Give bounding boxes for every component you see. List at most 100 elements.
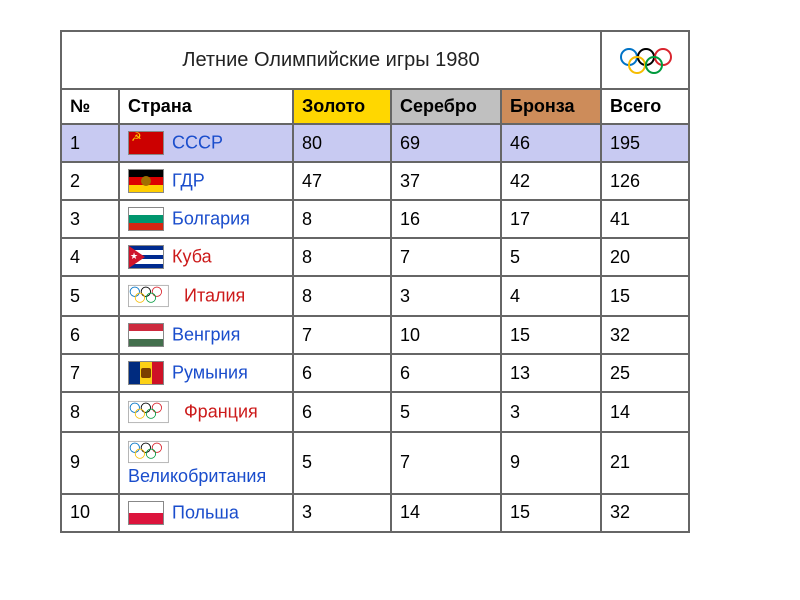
- cell-country: ★ Куба: [119, 238, 293, 276]
- country-link[interactable]: ГДР: [172, 171, 205, 191]
- cell-rank: 9: [61, 432, 119, 494]
- cell-silver: 10: [391, 316, 501, 354]
- cell-rank: 3: [61, 200, 119, 238]
- table-row: 4 ★ Куба 87520: [61, 238, 689, 276]
- flag-icon: ★: [128, 245, 164, 269]
- cell-country: ☭СССР: [119, 124, 293, 162]
- cell-total: 14: [601, 392, 689, 432]
- table-row: 2 ГДР 473742126: [61, 162, 689, 200]
- country-link[interactable]: СССР: [172, 133, 223, 153]
- header-rank: №: [61, 89, 119, 124]
- country-link[interactable]: Италия: [184, 286, 245, 306]
- cell-bronze: 42: [501, 162, 601, 200]
- country-link[interactable]: Франция: [184, 402, 258, 422]
- cell-silver: 14: [391, 494, 501, 532]
- table-row: 5 Италия 83415: [61, 276, 689, 316]
- cell-country: Румыния: [119, 354, 293, 392]
- cell-bronze: 15: [501, 316, 601, 354]
- cell-country: Франция: [119, 392, 293, 432]
- cell-total: 126: [601, 162, 689, 200]
- cell-bronze: 46: [501, 124, 601, 162]
- cell-total: 20: [601, 238, 689, 276]
- cell-gold: 8: [293, 276, 391, 316]
- flag-icon: [128, 207, 164, 231]
- table-row: 9Великобритания57921: [61, 432, 689, 494]
- cell-country: ГДР: [119, 162, 293, 200]
- cell-country: Италия: [119, 276, 293, 316]
- header-silver: Серебро: [391, 89, 501, 124]
- country-link[interactable]: Болгария: [172, 209, 250, 229]
- country-link[interactable]: Венгрия: [172, 325, 240, 345]
- cell-rank: 2: [61, 162, 119, 200]
- olympic-rings-icon: [618, 46, 672, 74]
- cell-country: Болгария: [119, 200, 293, 238]
- cell-bronze: 17: [501, 200, 601, 238]
- cell-silver: 69: [391, 124, 501, 162]
- cell-silver: 7: [391, 238, 501, 276]
- flag-icon: [128, 361, 164, 385]
- cell-bronze: 3: [501, 392, 601, 432]
- cell-total: 41: [601, 200, 689, 238]
- cell-bronze: 9: [501, 432, 601, 494]
- cell-total: 32: [601, 316, 689, 354]
- cell-gold: 6: [293, 354, 391, 392]
- cell-gold: 8: [293, 200, 391, 238]
- cell-bronze: 5: [501, 238, 601, 276]
- table-row: 3 Болгария 8161741: [61, 200, 689, 238]
- cell-gold: 80: [293, 124, 391, 162]
- cell-country: Венгрия: [119, 316, 293, 354]
- table-title: Летние Олимпийские игры 1980: [61, 31, 601, 89]
- cell-rank: 4: [61, 238, 119, 276]
- cell-gold: 47: [293, 162, 391, 200]
- flag-icon: [128, 501, 164, 525]
- cell-bronze: 15: [501, 494, 601, 532]
- title-row: Летние Олимпийские игры 1980: [61, 31, 689, 89]
- flag-icon: [128, 323, 164, 347]
- olympic-rings-cell: [601, 31, 689, 89]
- cell-rank: 10: [61, 494, 119, 532]
- country-link[interactable]: Польша: [172, 502, 239, 522]
- cell-total: 25: [601, 354, 689, 392]
- cell-gold: 5: [293, 432, 391, 494]
- cell-silver: 5: [391, 392, 501, 432]
- country-link[interactable]: Куба: [172, 247, 212, 267]
- cell-country: Великобритания: [119, 432, 293, 494]
- flag-icon: [128, 401, 169, 423]
- country-link[interactable]: Румыния: [172, 363, 248, 383]
- cell-silver: 37: [391, 162, 501, 200]
- cell-rank: 1: [61, 124, 119, 162]
- table-row: 10 Польша 3141532: [61, 494, 689, 532]
- cell-gold: 3: [293, 494, 391, 532]
- cell-bronze: 13: [501, 354, 601, 392]
- cell-total: 15: [601, 276, 689, 316]
- cell-gold: 6: [293, 392, 391, 432]
- cell-silver: 16: [391, 200, 501, 238]
- table-row: 1☭СССР806946195: [61, 124, 689, 162]
- header-bronze: Бронза: [501, 89, 601, 124]
- cell-country: Польша: [119, 494, 293, 532]
- cell-total: 195: [601, 124, 689, 162]
- cell-gold: 7: [293, 316, 391, 354]
- cell-total: 21: [601, 432, 689, 494]
- cell-silver: 3: [391, 276, 501, 316]
- cell-silver: 7: [391, 432, 501, 494]
- table-row: 7Румыния661325: [61, 354, 689, 392]
- medal-table-container: Летние Олимпийские игры 1980 № Страна Зо…: [60, 30, 690, 533]
- flag-icon: [128, 285, 169, 307]
- table-row: 6 Венгрия 7101532: [61, 316, 689, 354]
- cell-rank: 5: [61, 276, 119, 316]
- country-link[interactable]: Великобритания: [128, 466, 266, 486]
- table-row: 8Франция65314: [61, 392, 689, 432]
- cell-total: 32: [601, 494, 689, 532]
- header-row: № Страна Золото Серебро Бронза Всего: [61, 89, 689, 124]
- header-total: Всего: [601, 89, 689, 124]
- flag-icon: [128, 441, 169, 463]
- header-gold: Золото: [293, 89, 391, 124]
- flag-icon: [128, 169, 164, 193]
- cell-gold: 8: [293, 238, 391, 276]
- header-country: Страна: [119, 89, 293, 124]
- cell-bronze: 4: [501, 276, 601, 316]
- cell-rank: 7: [61, 354, 119, 392]
- cell-rank: 6: [61, 316, 119, 354]
- cell-silver: 6: [391, 354, 501, 392]
